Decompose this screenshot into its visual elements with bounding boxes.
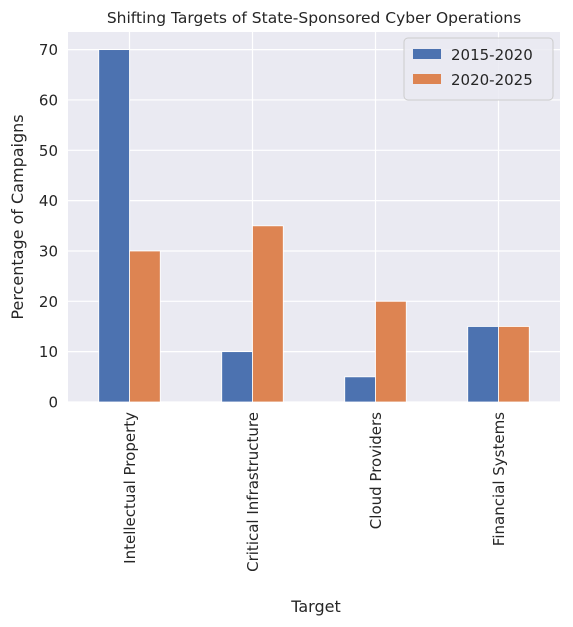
x-tick-label: Intellectual Property <box>121 412 139 564</box>
y-tick-label: 70 <box>39 41 58 59</box>
bar <box>129 250 161 403</box>
legend-box <box>403 37 554 101</box>
bar <box>498 326 530 403</box>
legend: 2015-2020 2020-2025 <box>403 37 554 101</box>
x-axis-label: Target <box>290 597 341 616</box>
legend-label: 2015-2020 <box>451 46 533 64</box>
legend-swatch <box>413 49 441 59</box>
bar <box>221 351 253 403</box>
x-tick-label: Cloud Providers <box>367 412 385 529</box>
y-tick-label: 10 <box>39 343 58 361</box>
chart-title: Shifting Targets of State-Sponsored Cybe… <box>107 9 521 27</box>
y-tick-label: 60 <box>39 91 58 109</box>
legend-label: 2020-2025 <box>451 71 533 89</box>
y-tick-label: 50 <box>39 142 58 160</box>
x-axis-ticks: Intellectual Property Critical Infrastruc… <box>121 412 508 572</box>
x-tick-label: Financial Systems <box>490 412 508 546</box>
bar <box>252 225 284 403</box>
y-axis-label: Percentage of Campaigns <box>8 114 27 319</box>
bar <box>375 300 407 403</box>
bar <box>467 326 499 403</box>
y-tick-label: 20 <box>39 293 58 311</box>
y-tick-label: 40 <box>39 192 58 210</box>
bar <box>344 376 376 403</box>
bars <box>98 49 530 403</box>
bar <box>98 49 130 403</box>
y-tick-label: 30 <box>39 242 58 260</box>
legend-swatch <box>413 74 441 84</box>
x-tick-label: Critical Infrastructure <box>244 412 262 572</box>
y-axis-ticks: 0 10 20 30 40 50 60 70 <box>39 41 58 411</box>
y-tick-label: 0 <box>48 394 58 412</box>
